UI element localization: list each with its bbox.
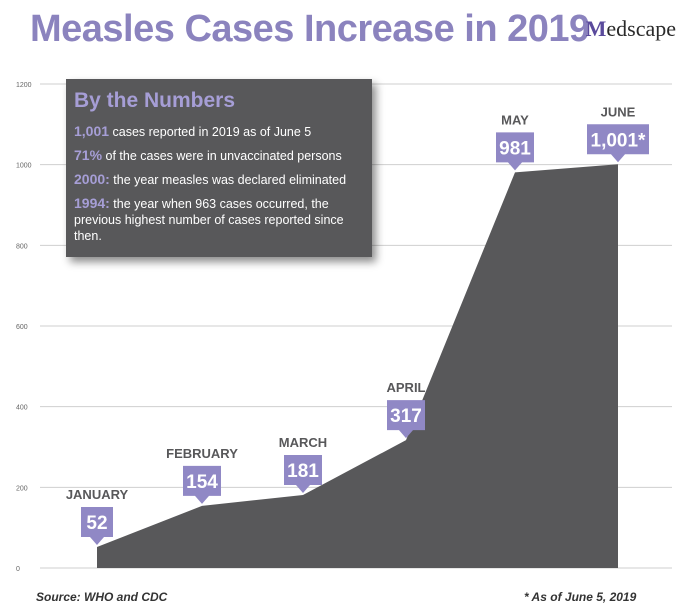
month-label: FEBRUARY — [166, 446, 238, 461]
y-tick-label: 600 — [16, 324, 28, 331]
value-badge — [81, 507, 113, 546]
fact-unvaccinated: 71% of the cases were in unvaccinated pe… — [74, 147, 342, 163]
value-label: 981 — [499, 138, 531, 159]
medscape-logo: Medscape — [585, 16, 676, 41]
date-footnote: * As of June 5, 2019 — [524, 590, 637, 604]
month-label: JUNE — [601, 104, 636, 119]
value-badge — [387, 400, 425, 439]
month-label: MARCH — [279, 435, 327, 450]
y-tick-label: 800 — [16, 243, 28, 250]
fact-eliminated: 2000: the year measles was declared elim… — [74, 171, 347, 187]
value-badge — [284, 454, 322, 493]
month-label: JANUARY — [66, 487, 129, 502]
month-label: MAY — [501, 112, 529, 127]
by-the-numbers-box: By the Numbers 1,001 cases reported in 2… — [66, 79, 372, 257]
y-tick-label: 400 — [16, 405, 28, 412]
infobox-heading: By the Numbers — [74, 89, 236, 112]
y-tick-label: 200 — [16, 485, 28, 492]
y-tick-label: 0 — [16, 566, 20, 573]
chart-title: Measles Cases Increase in 2019 — [30, 8, 590, 50]
value-badge — [183, 465, 221, 504]
value-label: 52 — [86, 513, 107, 534]
value-label: 1,001* — [591, 130, 647, 151]
value-label: 181 — [287, 461, 319, 482]
month-label: APRIL — [387, 380, 426, 395]
fact-previous-high: 1994: the year when 963 cases occurred, … — [74, 195, 344, 243]
value-badge — [496, 132, 534, 171]
value-badge — [587, 124, 649, 163]
fact-cases-reported: 1,001 cases reported in 2019 as of June … — [74, 123, 312, 139]
y-tick-label: 1000 — [16, 163, 32, 170]
source-note: Source: WHO and CDC — [36, 590, 168, 604]
value-label: 154 — [186, 472, 218, 493]
y-tick-label: 1200 — [16, 82, 32, 89]
value-label: 317 — [390, 406, 422, 427]
cases-area — [97, 164, 618, 568]
